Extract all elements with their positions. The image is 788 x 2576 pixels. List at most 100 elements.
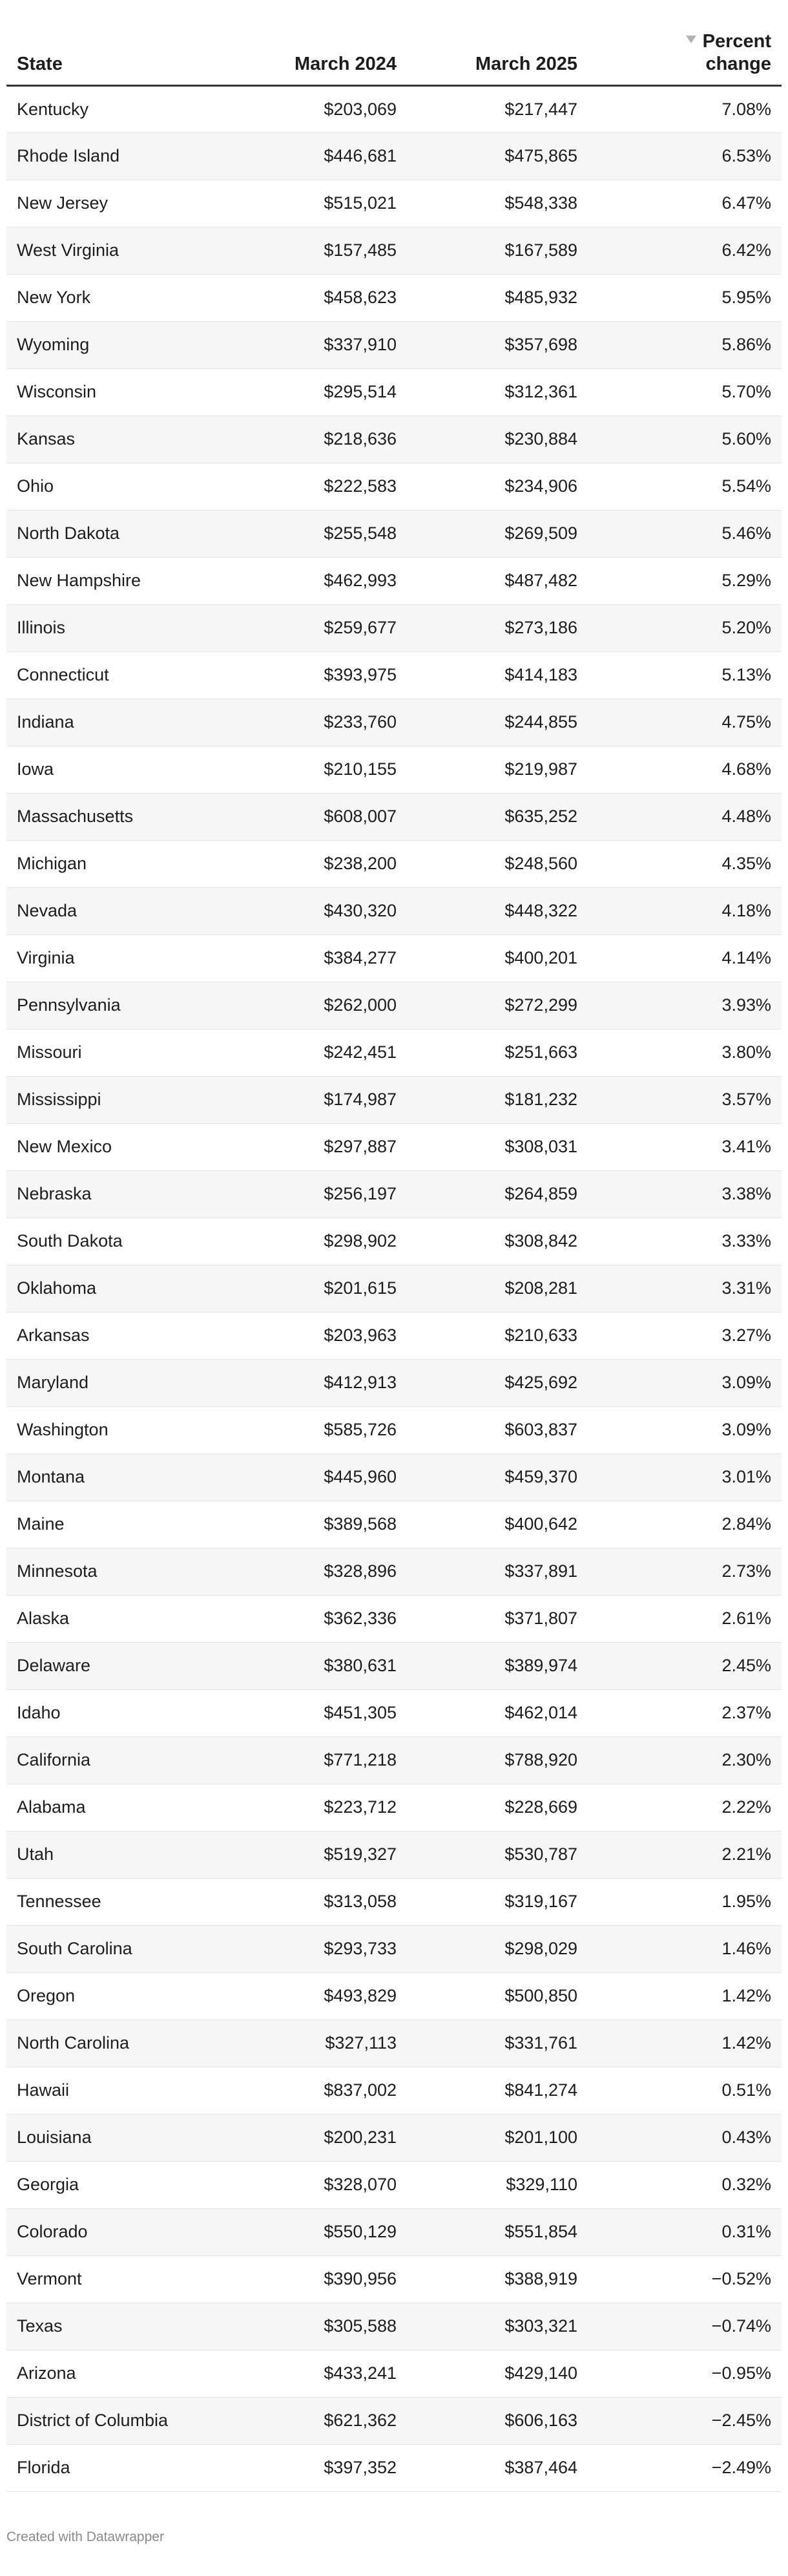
state-cell: Pennsylvania (6, 982, 213, 1029)
march-2025-cell: $230,884 (407, 416, 588, 463)
percent-change-cell: 6.47% (588, 180, 782, 227)
march-2025-cell: $248,560 (407, 840, 588, 888)
column-header-state[interactable]: State (6, 0, 213, 87)
march-2024-cell: $293,733 (213, 1925, 407, 1973)
march-2024-cell: $222,583 (213, 463, 407, 511)
table-row: Tennessee $313,058 $319,167 1.95% (6, 1878, 782, 1926)
percent-change-cell: 4.14% (588, 934, 782, 982)
table-row: Idaho $451,305 $462,014 2.37% (6, 1689, 782, 1737)
march-2025-cell: $400,642 (407, 1501, 588, 1548)
march-2025-cell: $298,029 (407, 1925, 588, 1973)
state-cell: North Dakota (6, 510, 213, 558)
march-2025-cell: $400,201 (407, 934, 588, 982)
march-2024-cell: $210,155 (213, 746, 407, 794)
percent-change-cell: −0.95% (588, 2350, 782, 2398)
march-2025-cell: $606,163 (407, 2397, 588, 2445)
table-row: Nebraska $256,197 $264,859 3.38% (6, 1170, 782, 1218)
table-row: Maryland $412,913 $425,692 3.09% (6, 1359, 782, 1407)
table-row: Kansas $218,636 $230,884 5.60% (6, 416, 782, 463)
percent-change-cell: 0.31% (588, 2208, 782, 2256)
table-row: Arizona $433,241 $429,140 −0.95% (6, 2350, 782, 2398)
table-row: Ohio $222,583 $234,906 5.54% (6, 463, 782, 511)
percent-change-cell: 2.61% (588, 1595, 782, 1643)
table-body: Kentucky $203,069 $217,447 7.08% Rhode Islan… (6, 85, 782, 2492)
column-header-march-2025[interactable]: March 2025 (407, 0, 588, 87)
march-2025-cell: $462,014 (407, 1689, 588, 1737)
state-cell: Delaware (6, 1642, 213, 1690)
state-cell: Tennessee (6, 1878, 213, 1926)
march-2024-cell: $445,960 (213, 1453, 407, 1501)
table-row: New Mexico $297,887 $308,031 3.41% (6, 1123, 782, 1171)
state-cell: Montana (6, 1453, 213, 1501)
column-header-percent-label-line1: Percent (702, 30, 771, 52)
state-cell: Wisconsin (6, 368, 213, 416)
percent-change-cell: 3.31% (588, 1265, 782, 1313)
table-row: Vermont $390,956 $388,919 −0.52% (6, 2255, 782, 2303)
table-row: Nevada $430,320 $448,322 4.18% (6, 887, 782, 935)
march-2025-cell: $251,663 (407, 1029, 588, 1077)
percent-change-cell: 5.29% (588, 557, 782, 605)
march-2024-cell: $305,588 (213, 2303, 407, 2350)
table-row: Hawaii $837,002 $841,274 0.51% (6, 2067, 782, 2115)
table-row: Oklahoma $201,615 $208,281 3.31% (6, 1265, 782, 1313)
march-2025-cell: $603,837 (407, 1406, 588, 1454)
percent-change-cell: 3.93% (588, 982, 782, 1029)
state-cell: Nevada (6, 887, 213, 935)
state-cell: Louisiana (6, 2114, 213, 2162)
table-row: Alabama $223,712 $228,669 2.22% (6, 1784, 782, 1832)
state-cell: South Dakota (6, 1218, 213, 1265)
table-row: Missouri $242,451 $251,663 3.80% (6, 1029, 782, 1077)
column-header-percent-change[interactable]: Percent change (588, 0, 782, 87)
percent-change-cell: 1.95% (588, 1878, 782, 1926)
state-cell: Colorado (6, 2208, 213, 2256)
column-header-march-2024[interactable]: March 2024 (213, 0, 407, 87)
state-cell: Wyoming (6, 321, 213, 369)
march-2024-cell: $262,000 (213, 982, 407, 1029)
march-2025-cell: $269,509 (407, 510, 588, 558)
march-2025-cell: $459,370 (407, 1453, 588, 1501)
percent-change-cell: 5.54% (588, 463, 782, 511)
state-cell: Maine (6, 1501, 213, 1548)
table-row: Indiana $233,760 $244,855 4.75% (6, 699, 782, 746)
percent-change-cell: −0.74% (588, 2303, 782, 2350)
march-2025-cell: $635,252 (407, 793, 588, 841)
march-2024-cell: $430,320 (213, 887, 407, 935)
home-values-table: State March 2024 March 2025 Percent chan… (6, 0, 782, 2492)
table-row: Washington $585,726 $603,837 3.09% (6, 1406, 782, 1454)
percent-change-cell: 2.30% (588, 1737, 782, 1784)
march-2025-cell: $414,183 (407, 651, 588, 699)
march-2024-cell: $393,975 (213, 651, 407, 699)
percent-change-cell: 3.09% (588, 1359, 782, 1407)
percent-change-cell: 5.95% (588, 274, 782, 322)
percent-change-cell: 3.57% (588, 1076, 782, 1124)
march-2025-cell: $201,100 (407, 2114, 588, 2162)
march-2024-cell: $174,987 (213, 1076, 407, 1124)
march-2025-cell: $208,281 (407, 1265, 588, 1313)
state-cell: Hawaii (6, 2067, 213, 2115)
table-row: Montana $445,960 $459,370 3.01% (6, 1453, 782, 1501)
percent-change-cell: 2.21% (588, 1831, 782, 1879)
percent-change-cell: 2.84% (588, 1501, 782, 1548)
march-2024-cell: $380,631 (213, 1642, 407, 1690)
march-2024-cell: $389,568 (213, 1501, 407, 1548)
march-2024-cell: $550,129 (213, 2208, 407, 2256)
march-2024-cell: $446,681 (213, 132, 407, 180)
percent-change-cell: 1.42% (588, 2020, 782, 2067)
march-2024-cell: $313,058 (213, 1878, 407, 1926)
march-2025-cell: $548,338 (407, 180, 588, 227)
march-2024-cell: $462,993 (213, 557, 407, 605)
march-2024-cell: $238,200 (213, 840, 407, 888)
percent-change-cell: 4.48% (588, 793, 782, 841)
percent-change-cell: −0.52% (588, 2255, 782, 2303)
table-row: Texas $305,588 $303,321 −0.74% (6, 2303, 782, 2350)
march-2025-cell: $788,920 (407, 1737, 588, 1784)
march-2024-cell: $515,021 (213, 180, 407, 227)
datawrapper-credit: Created with Datawrapper (6, 2529, 164, 2544)
percent-change-cell: 5.20% (588, 604, 782, 652)
table-row: Maine $389,568 $400,642 2.84% (6, 1501, 782, 1548)
state-cell: Arkansas (6, 1312, 213, 1360)
percent-change-cell: 3.01% (588, 1453, 782, 1501)
march-2025-cell: $841,274 (407, 2067, 588, 2115)
march-2025-cell: $308,031 (407, 1123, 588, 1171)
